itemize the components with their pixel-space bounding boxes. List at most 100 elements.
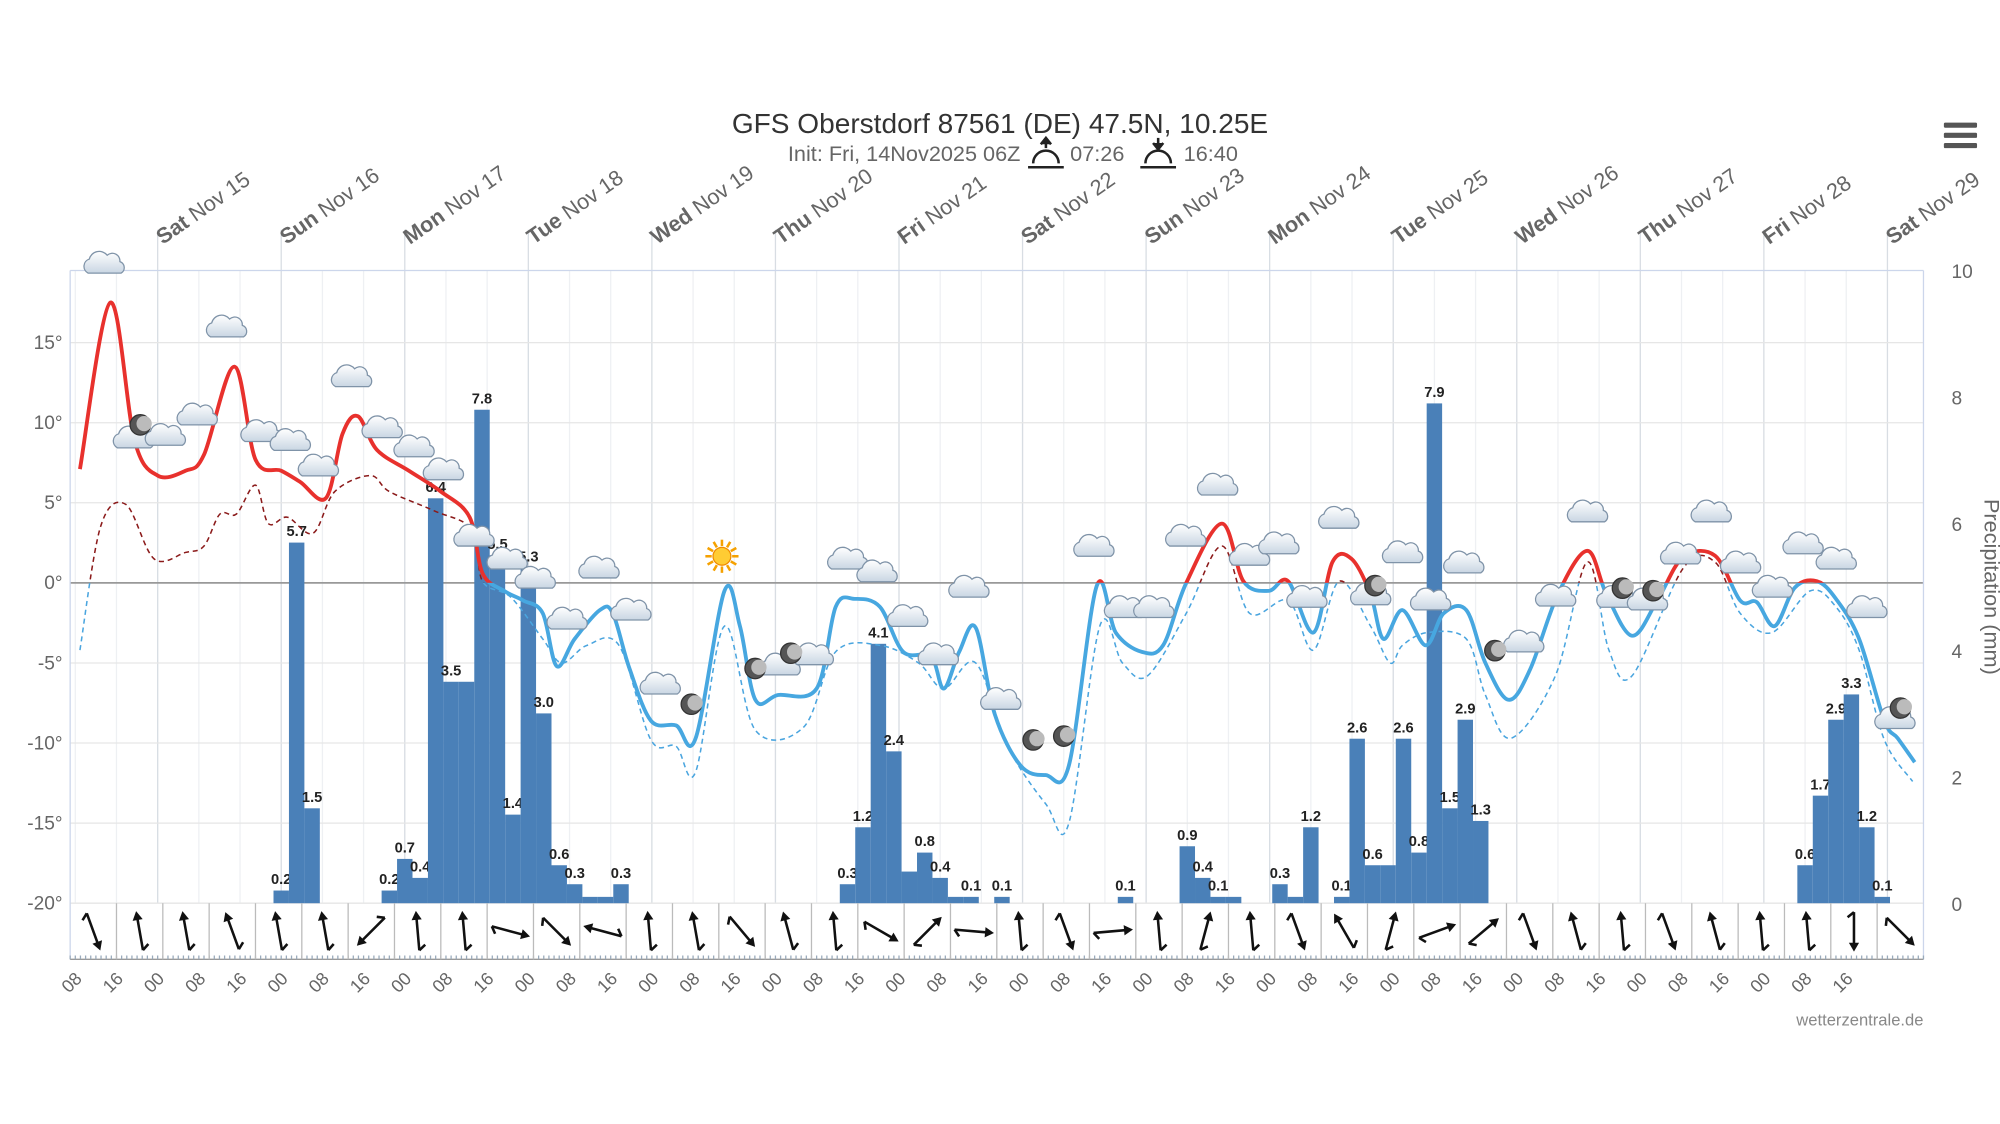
- cloud-icon: [1286, 584, 1328, 608]
- x-tick-label: 16: [1334, 968, 1362, 996]
- precip-bar: [917, 852, 933, 904]
- bar-value-label: 2.6: [1347, 720, 1367, 736]
- cloud-icon: [1659, 541, 1702, 565]
- wind-row: [69, 903, 1925, 960]
- wind-arrow-tail: [1252, 943, 1261, 952]
- wind-arrow: [688, 911, 706, 951]
- bar-value-label: 1.5: [1440, 790, 1460, 806]
- x-tick-label: 00: [758, 968, 786, 996]
- precip-bar: [427, 498, 444, 904]
- bar-value-label: 0.4: [1193, 860, 1214, 876]
- precip-bar: [901, 871, 918, 904]
- sunrise-icon: [1028, 135, 1064, 169]
- y2-axis-title: Precipitation (mm): [1980, 499, 2000, 675]
- wind-arrow: [411, 910, 427, 952]
- wind-arrow-head: [1013, 910, 1025, 921]
- wind-arrow: [1707, 911, 1726, 951]
- x-tick-label: 16: [717, 968, 745, 996]
- day-date: Nov 23: [1178, 162, 1249, 222]
- precip-bar: [963, 896, 979, 904]
- y2-tick-label: 0: [1952, 895, 1963, 916]
- wind-arrow-head: [1568, 911, 1578, 922]
- wind-arrow-shaft: [181, 914, 191, 951]
- bar-value-label: 2.9: [1455, 701, 1475, 717]
- x-tick-label: 08: [1046, 968, 1074, 996]
- cloud-icon: [1196, 472, 1239, 496]
- precip-bar: [489, 555, 506, 904]
- temperature-line: [487, 582, 1917, 785]
- moon-light: [136, 415, 152, 432]
- bar-value-label: 1.3: [1471, 803, 1491, 819]
- day-label: Sun Nov 23: [1140, 162, 1249, 249]
- wind-arrow-tail: [1385, 945, 1394, 951]
- cloud-icon: [269, 428, 312, 452]
- wind-arrow-tail: [142, 943, 150, 951]
- wind-arrow-shaft: [1660, 912, 1676, 948]
- x-tick-label: 00: [264, 968, 292, 996]
- wind-arrow-head: [1123, 925, 1133, 936]
- precip-bar: [1210, 896, 1226, 904]
- day-date: Nov 26: [1552, 160, 1623, 220]
- wind-arrow-tail: [1159, 943, 1168, 952]
- wind-arrow-head: [688, 911, 699, 921]
- precip-bar: [381, 890, 398, 904]
- wind-arrow-head: [178, 911, 190, 921]
- wind-arrow-tail: [1418, 936, 1427, 944]
- cloud-icon: [205, 314, 248, 338]
- precip-bar: [505, 814, 521, 904]
- wind-arrow-shaft: [1758, 914, 1765, 951]
- day-date: Nov 17: [440, 160, 511, 220]
- wind-arrow-shaft: [1804, 914, 1811, 951]
- wind-arrow-shaft: [135, 914, 145, 951]
- wind-arrow-head: [356, 935, 367, 946]
- precip-bar: [582, 896, 598, 904]
- precip-bar: [1179, 846, 1196, 904]
- wind-arrow: [583, 923, 623, 938]
- wind-arrow: [912, 916, 942, 947]
- x-tick-label: 16: [222, 968, 250, 996]
- cloud-icon: [486, 546, 528, 570]
- day-weekday: Thu: [769, 206, 816, 249]
- grid: [70, 229, 1924, 904]
- wind-arrow-shaft: [1467, 919, 1497, 945]
- wind-arrow-shaft: [782, 914, 795, 951]
- precip-bar: [932, 877, 948, 904]
- wind-arrow-shaft: [1156, 914, 1162, 951]
- wind-arrow-shaft: [912, 918, 940, 946]
- wind-arrow-tail: [327, 943, 335, 951]
- day-label: Mon Nov 24: [1263, 160, 1375, 249]
- menu-button[interactable]: [1943, 122, 1978, 149]
- wind-arrow: [356, 915, 386, 946]
- wind-arrow-tail: [1286, 912, 1293, 921]
- cloud-icon: [1690, 499, 1732, 523]
- bar-value-label: 0.3: [611, 866, 631, 882]
- wind-arrow-head: [223, 912, 234, 923]
- cloud-icon: [1503, 629, 1545, 653]
- bar-value-label: 3.3: [1841, 676, 1861, 692]
- bar-value-label: 0.3: [837, 866, 857, 882]
- day-weekday: Mon: [398, 203, 449, 249]
- wind-arrow-tail: [792, 942, 800, 951]
- wind-arrow-tail: [1092, 932, 1101, 940]
- chart-subtitle: Init: Fri, 14Nov2025 06Z: [788, 141, 1021, 166]
- x-tick-label: 16: [469, 968, 497, 996]
- precip-bar: [1859, 827, 1875, 904]
- day-label: Thu Nov 27: [1634, 163, 1742, 249]
- wind-arrow-shaft: [542, 916, 570, 944]
- precip-bar: [1797, 865, 1813, 904]
- wind-arrow-shaft: [1885, 916, 1913, 944]
- precip-bar: [1272, 884, 1288, 904]
- bar-value-label: 2.9: [1826, 701, 1846, 717]
- wind-arrow-shaft: [1017, 914, 1023, 951]
- x-tick-label: 16: [346, 968, 374, 996]
- bar-value-label: 7.9: [1424, 385, 1444, 401]
- wind-arrow-shaft: [1334, 916, 1355, 949]
- bar-value-label: 3.0: [534, 695, 554, 711]
- wind-arrow-tail: [540, 917, 545, 926]
- wind-arrow-head: [1616, 910, 1627, 921]
- sun-ray: [725, 541, 732, 549]
- wind-arrow-tail: [726, 916, 731, 925]
- wind-arrow: [1245, 910, 1261, 952]
- x-tick-label: 00: [1252, 968, 1280, 996]
- precip-bar: [566, 884, 583, 904]
